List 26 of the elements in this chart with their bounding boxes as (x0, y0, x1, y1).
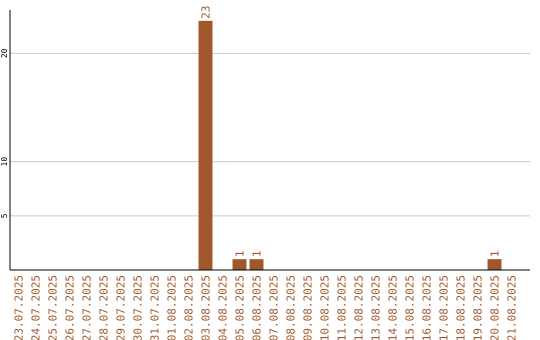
x-tick-label: 24.07.2025 (30, 275, 42, 340)
data-label: 1 (250, 250, 264, 258)
y-tick-label: 20 (0, 48, 9, 58)
data-label: 23 (200, 6, 212, 19)
x-tick-label: 15.08.2025 (404, 275, 416, 340)
x-tick-label: 29.07.2025 (114, 275, 128, 340)
data-label: 1 (488, 250, 502, 258)
x-tick-label: 25.07.2025 (46, 275, 60, 340)
x-tick-label: 19.08.2025 (472, 275, 484, 340)
x-tick-label: 11.08.2025 (336, 275, 348, 340)
y-tick-label: 10 (0, 156, 9, 166)
x-tick-label: 23.07.2025 (12, 275, 26, 340)
x-tick-label: 21.08.2025 (506, 275, 518, 340)
x-tick-label: 20.08.2025 (488, 275, 502, 340)
x-tick-label: 16.08.2025 (420, 275, 434, 340)
x-tick-label: 17.08.2025 (438, 275, 450, 340)
x-tick-label: 27.07.2025 (80, 275, 94, 340)
x-tick-label: 28.07.2025 (98, 275, 110, 340)
x-tick-label: 12.08.2025 (352, 275, 366, 340)
x-tick-label: 18.08.2025 (454, 275, 468, 340)
x-tick-label: 14.08.2025 (386, 275, 400, 340)
data-label: 1 (234, 250, 246, 258)
x-tick-label: 10.08.2025 (318, 275, 332, 340)
y-tick-label: 5 (0, 213, 9, 218)
x-tick-label: 13.08.2025 (370, 275, 382, 340)
x-tick-label: 26.07.2025 (64, 275, 76, 340)
